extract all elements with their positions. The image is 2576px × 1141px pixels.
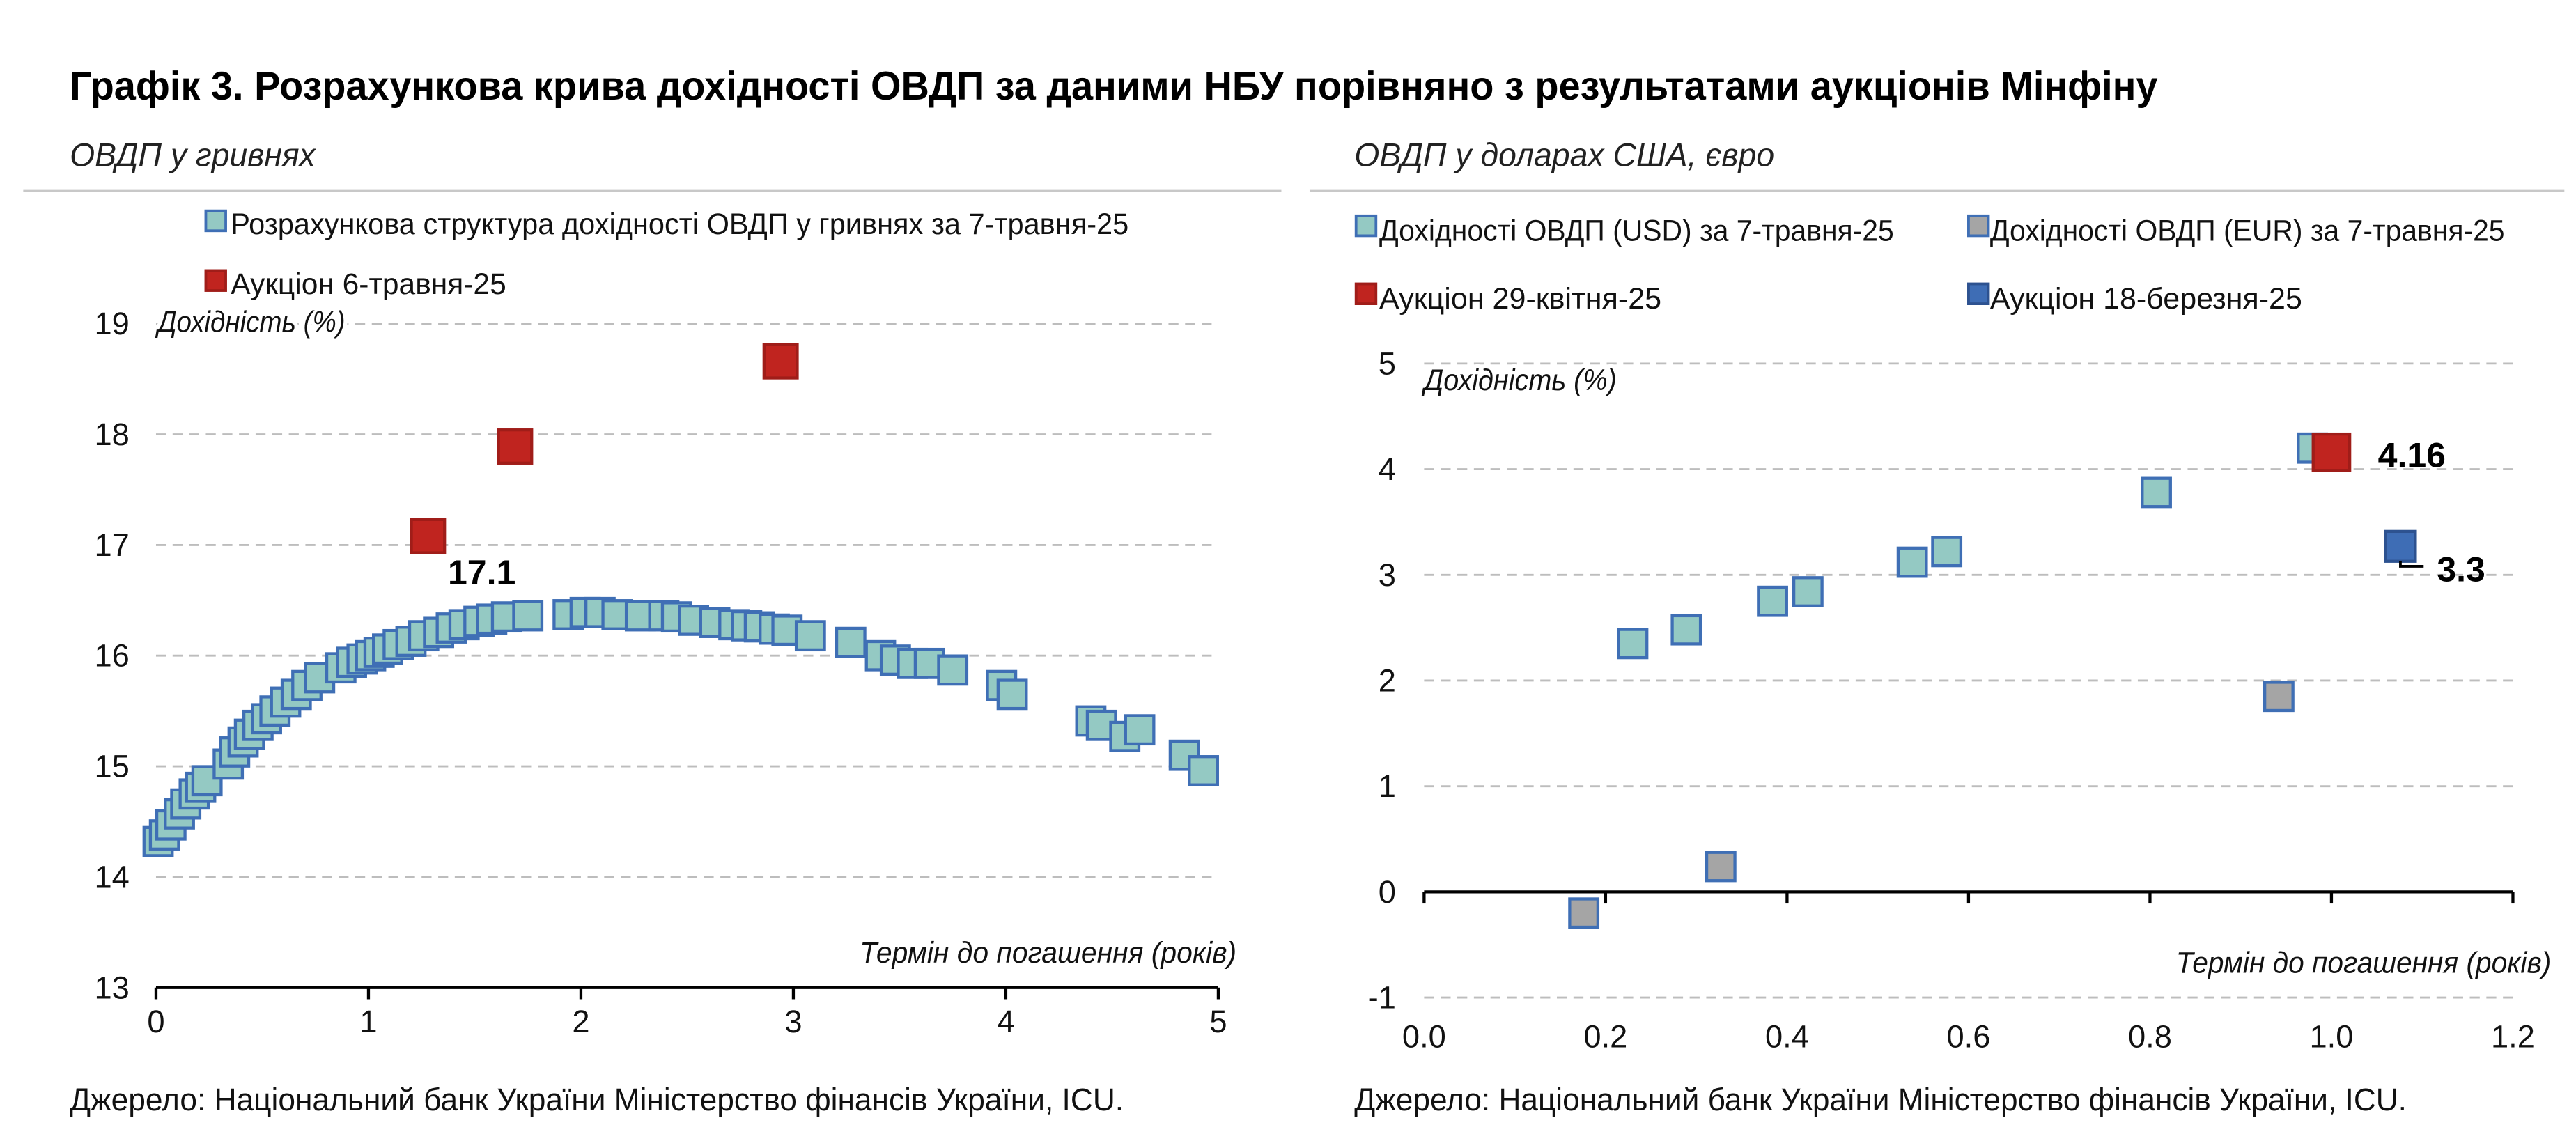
y-tick-label: 14: [94, 859, 129, 894]
data-point: [497, 428, 534, 465]
panel-subtitle: ОВДП у гривнях: [70, 137, 317, 173]
legend-marker: [1354, 214, 1378, 238]
data-label-leader: [2399, 561, 2424, 568]
data-point: [996, 678, 1028, 711]
plot-area: 13 14 15 16 17 18 19 0 1 2 3 4 5 17.1: [94, 306, 1227, 1039]
x-tick-label: 0: [147, 1004, 164, 1039]
data-point: [1931, 536, 1963, 568]
source-note: Джерело: Національний банк України Мініс…: [1354, 1082, 2407, 1117]
data-label: 17.1: [448, 553, 515, 592]
data-point: [2384, 529, 2417, 563]
x-tick-label: 0.8: [2128, 1019, 2172, 1055]
legend-marker: [1967, 282, 1990, 306]
y-tick-label: 1: [1379, 768, 1396, 804]
y-axis-title: Дохідність (%): [155, 306, 346, 339]
x-tick-label: 2: [572, 1004, 589, 1039]
legend-label: Аукціон 18-березня-25: [1990, 282, 2302, 316]
y-tick-label: 15: [94, 749, 129, 784]
data-point: [794, 620, 826, 652]
x-tick-label: 4: [997, 1004, 1014, 1039]
legend-label: Розрахункова структура дохідності ОВДП у…: [231, 208, 1128, 241]
y-tick-label: 16: [94, 638, 129, 674]
panel-fx: ОВДП у доларах США, євро Дохідності ОВДП…: [1309, 137, 2565, 1117]
data-point: [762, 343, 799, 380]
figure-title: Графік 3. Розрахункова крива дохідності …: [70, 64, 2158, 109]
legend: Розрахункова структура дохідності ОВДП у…: [204, 208, 1128, 301]
legend-marker: [204, 269, 227, 292]
y-tick-label: 18: [94, 417, 129, 452]
data-point: [1757, 585, 1788, 617]
x-tick-label: 0.2: [1583, 1019, 1627, 1055]
x-tick-label: 0.0: [1402, 1019, 1446, 1055]
panel-subtitle: ОВДП у доларах США, євро: [1354, 137, 1774, 173]
y-tick-label: 0: [1379, 874, 1396, 910]
x-tick-label: 0.6: [1946, 1019, 1990, 1055]
panel-uah: ОВДП у гривнях Розрахункова структура до…: [23, 137, 1282, 1117]
legend-marker: [204, 209, 227, 233]
y-tick-label: 3: [1379, 557, 1396, 593]
x-tick-label: 3: [784, 1004, 802, 1039]
legend-label: Аукціон 29-квітня-25: [1379, 282, 1661, 316]
legend-marker: [1967, 214, 1990, 238]
source-note: Джерело: Національний банк України Мініс…: [70, 1082, 1124, 1117]
legend: Дохідності ОВДП (USD) за 7-травня-25 Дох…: [1354, 214, 2505, 316]
data-point: [1617, 628, 1649, 660]
legend-label: Аукціон 6-травня-25: [231, 267, 506, 301]
data-point: [1896, 546, 1928, 578]
legend-label: Дохідності ОВДП (USD) за 7-травня-25: [1379, 215, 1894, 248]
y-axis-title: Дохідність (%): [1422, 364, 1617, 397]
legend-marker: [1354, 282, 1378, 306]
x-tick-label: 5: [1209, 1004, 1227, 1039]
y-tick-label: 2: [1379, 662, 1396, 698]
x-tick-label: 0.4: [1765, 1019, 1809, 1055]
data-point: [1670, 614, 1702, 646]
data-point: [1705, 851, 1737, 883]
y-tick-label: 17: [94, 527, 129, 563]
data-point: [1188, 755, 1219, 786]
data-point: [2311, 432, 2352, 472]
plot-area: -1 0 1 2 3 4 5 0.0 0.2 0.4 0.6 0.8 1.0 1.2 4.16 3.3: [1368, 346, 2535, 1054]
y-tick-label: -1: [1368, 980, 1396, 1016]
x-axis-title: Термін до погашення (років): [860, 936, 1236, 970]
x-tick-label: 1.0: [2309, 1019, 2353, 1055]
data-label: 4.16: [2378, 436, 2446, 475]
y-tick-label: 4: [1379, 451, 1396, 487]
data-point: [2263, 681, 2295, 713]
x-tick-label: 1: [359, 1004, 377, 1039]
data-label: 3.3: [2437, 550, 2485, 589]
legend-label: Дохідності ОВДП (EUR) за 7-травня-25: [1990, 215, 2505, 248]
data-point: [937, 654, 969, 686]
y-tick-label: 19: [94, 306, 129, 341]
data-point: [2141, 476, 2172, 509]
data-point: [410, 518, 447, 554]
y-tick-label: 13: [94, 970, 129, 1005]
data-point: [512, 600, 544, 632]
data-point: [1124, 714, 1156, 746]
x-axis-title: Термін до погашення (років): [2176, 946, 2551, 979]
x-tick-label: 1.2: [2491, 1019, 2535, 1055]
data-point: [1568, 897, 1600, 929]
data-point: [1792, 576, 1824, 607]
y-tick-label: 5: [1379, 346, 1396, 381]
data-point: [835, 626, 867, 658]
